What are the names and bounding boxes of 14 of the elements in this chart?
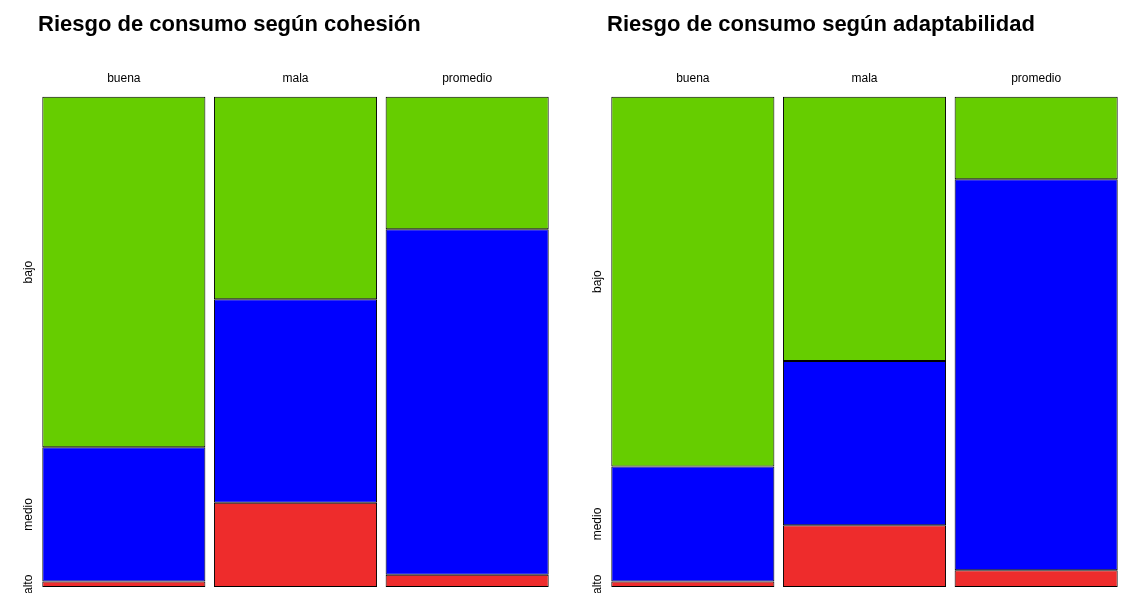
chart-title: Riesgo de consumo según cohesión <box>38 11 421 37</box>
x-tick-label: mala <box>851 70 878 85</box>
x-tick-label: promedio <box>1011 70 1062 85</box>
x-tick-label: promedio <box>442 70 493 85</box>
x-tick-label: buena <box>107 70 141 85</box>
text: medio <box>20 497 35 531</box>
text: medio <box>589 507 604 541</box>
chart-title: Riesgo de consumo según adaptabilidad <box>607 11 1035 37</box>
x-tick-label: buena <box>676 70 710 85</box>
text: alto <box>20 574 35 594</box>
x-tick-label: mala <box>282 70 309 85</box>
text: bajo <box>589 269 604 293</box>
text: alto <box>589 574 604 594</box>
text: bajo <box>20 260 35 284</box>
